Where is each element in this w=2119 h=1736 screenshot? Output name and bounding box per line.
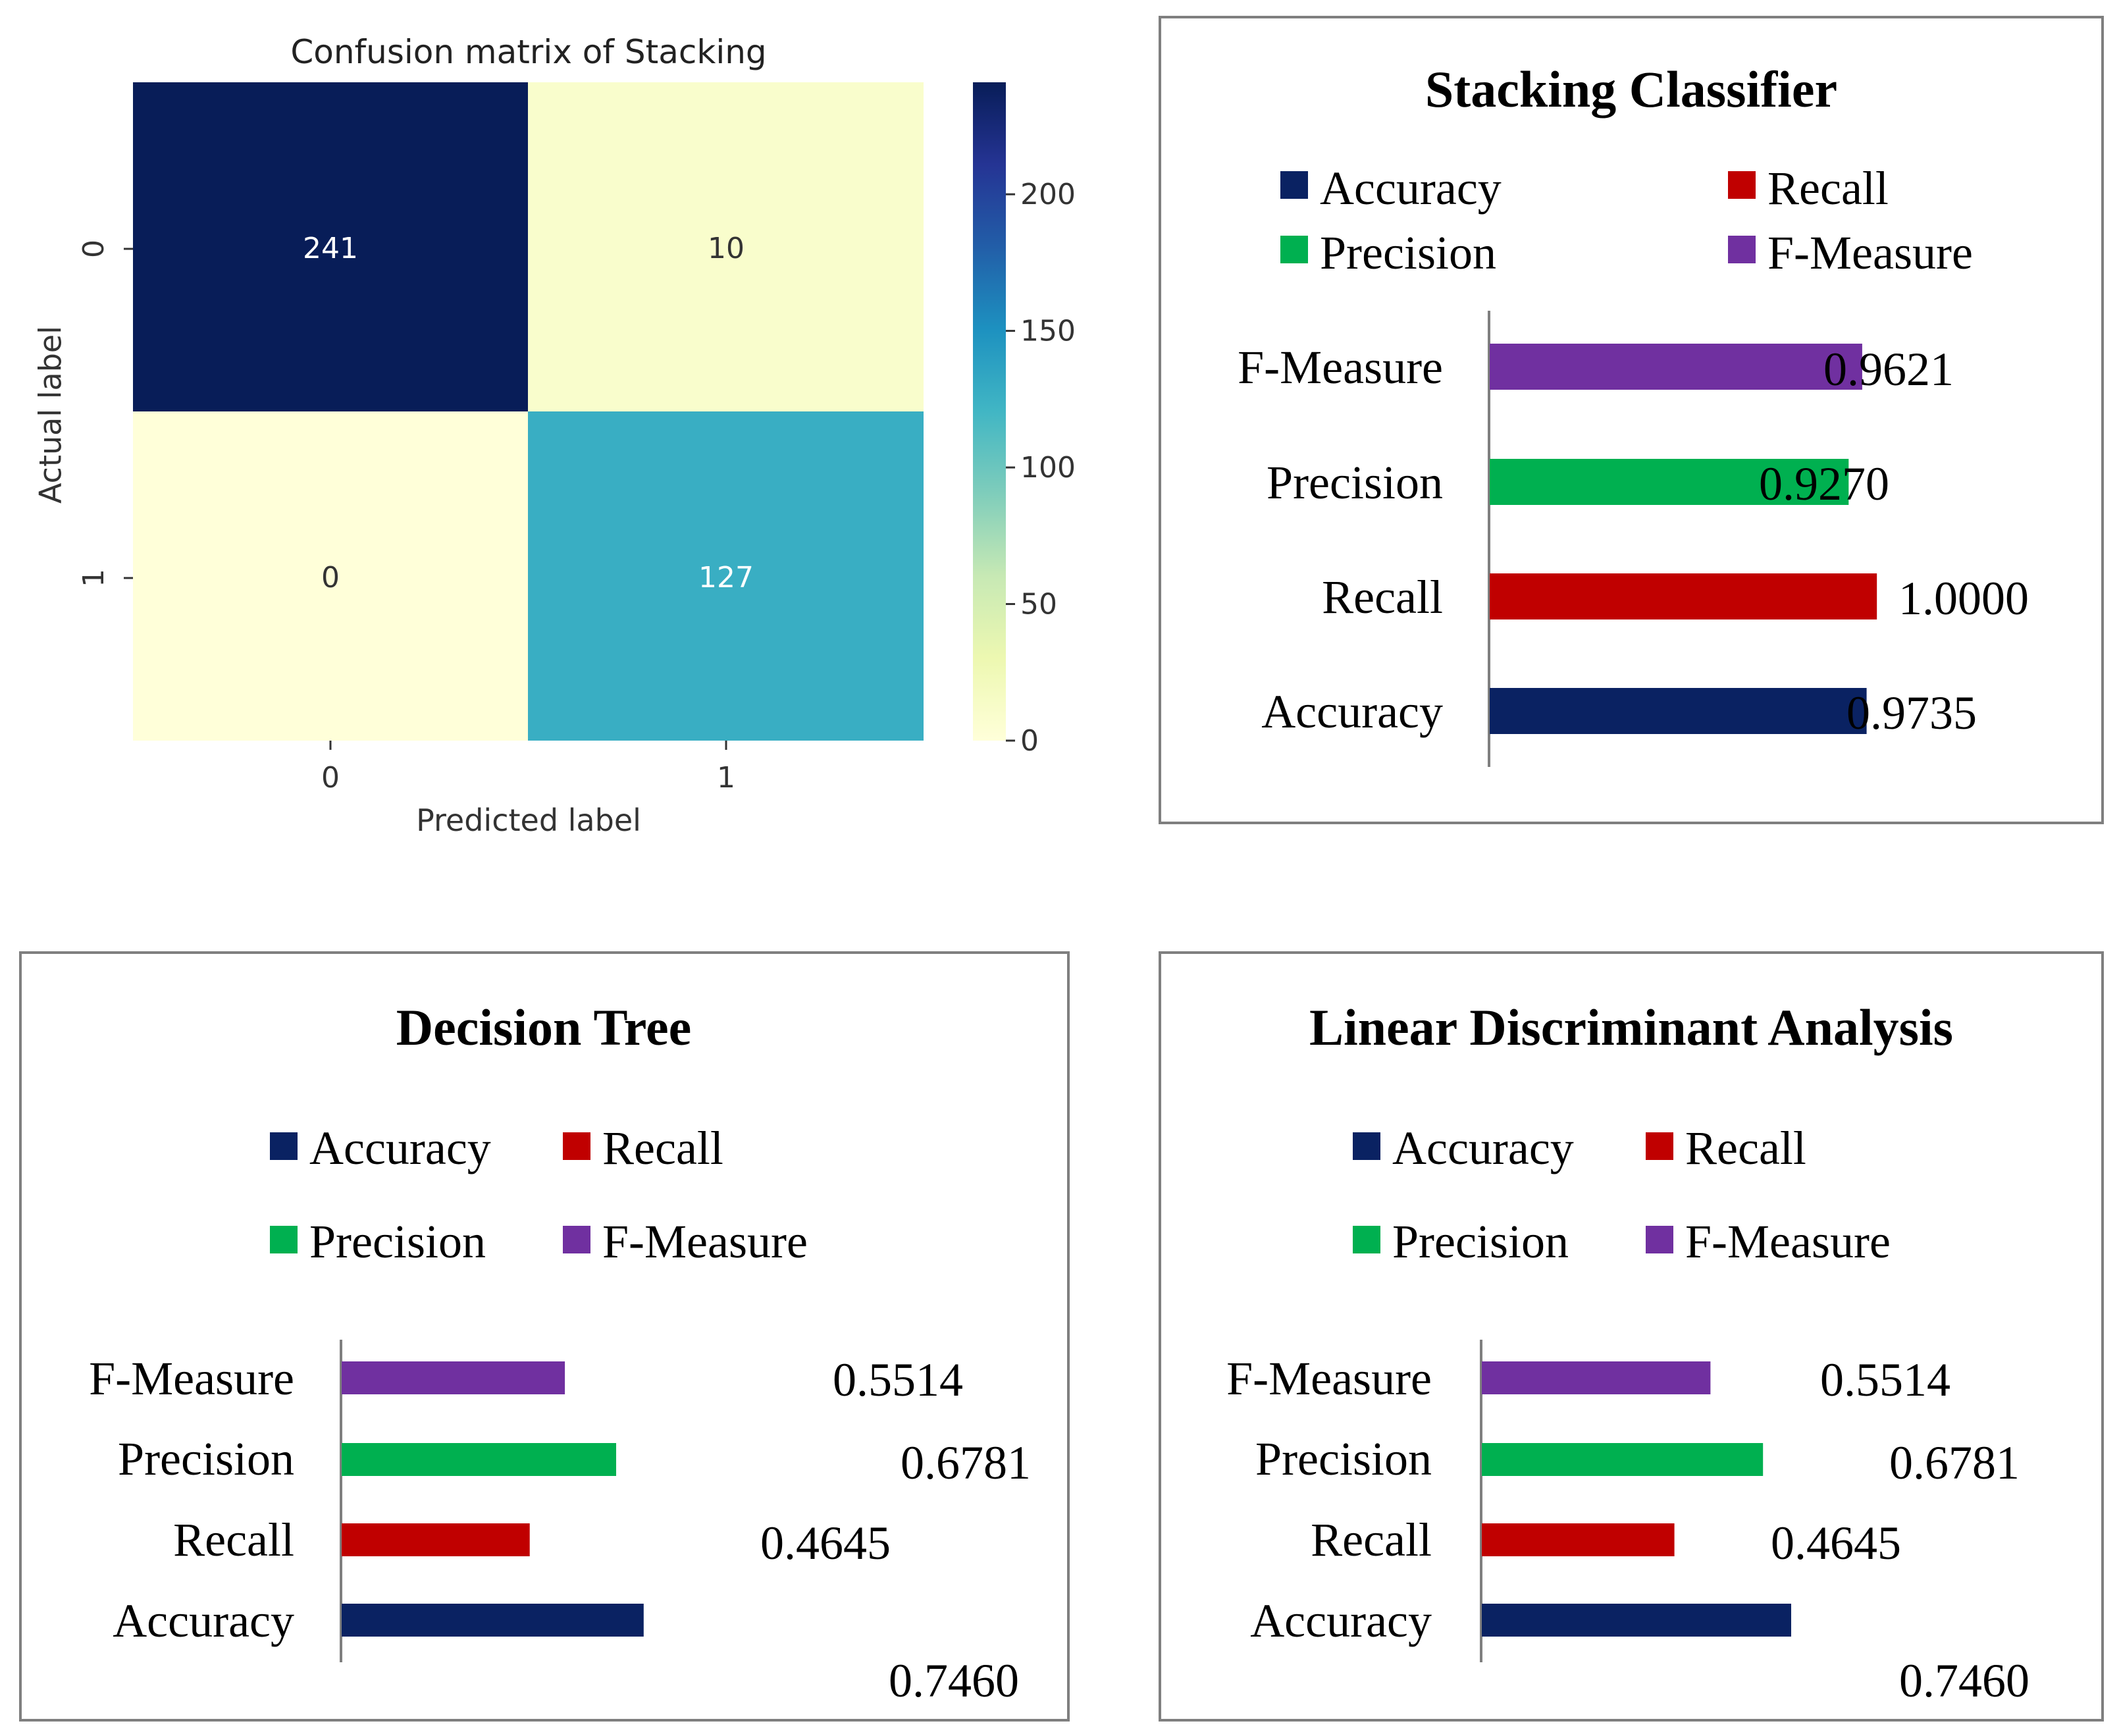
colorbar-ticks: 0 50 100 150 200: [1006, 178, 1076, 758]
heatmap-title: Confusion matrix of Stacking: [290, 33, 766, 71]
category-label-accuracy: Accuracy: [1261, 685, 1443, 738]
bar-fmeasure: [342, 1361, 565, 1394]
legend-swatch-precision: [270, 1226, 298, 1253]
heatmap-cell-1-1: [528, 411, 924, 741]
colorbar-tick-label: 200: [1020, 178, 1076, 211]
colorbar-tick-label: 100: [1020, 451, 1076, 485]
y-axis-label: Actual label: [33, 326, 68, 504]
bar-recall: [1490, 573, 1877, 619]
bar-accuracy: [342, 1604, 644, 1637]
legend-label-accuracy: Accuracy: [1392, 1122, 1574, 1174]
x-tick-label-1: 1: [717, 761, 735, 795]
value-label-precision: 0.9270: [1759, 458, 1889, 510]
y-tick-label-0: 0: [77, 240, 111, 258]
heatmap-cell-0-1: [528, 82, 924, 411]
value-label-fmeasure: 0.5514: [1820, 1354, 1950, 1406]
legend-swatch-precision: [1280, 236, 1308, 263]
value-label-fmeasure: 0.9621: [1823, 343, 1954, 396]
x-axis-label: Predicted label: [416, 802, 641, 838]
category-label-fmeasure: F-Measure: [1238, 341, 1443, 394]
legend-label-recall: Recall: [1767, 162, 1889, 215]
bar-precision: [342, 1443, 616, 1476]
lda-panel: Linear Discriminant Analysis Accuracy Re…: [1159, 951, 2104, 1722]
value-label-precision: 0.6781: [901, 1436, 1031, 1489]
value-label-accuracy: 0.7460: [889, 1654, 1019, 1707]
colorbar-tick-label: 50: [1020, 588, 1057, 621]
x-tick-label-0: 0: [321, 761, 340, 795]
legend-label-precision: Precision: [1392, 1215, 1569, 1268]
legend-swatch-fmeasure: [563, 1226, 590, 1253]
legend-swatch-recall: [563, 1132, 590, 1160]
legend-label-fmeasure: F-Measure: [602, 1215, 808, 1268]
heatmap-value-1-0: 0: [321, 561, 340, 594]
bar-fmeasure: [1490, 344, 1862, 390]
panel-border: [1159, 16, 2104, 824]
value-label-accuracy: 0.9735: [1846, 687, 1977, 739]
legend-label-recall: Recall: [1685, 1122, 1806, 1174]
heatmap-cell-0-0: [133, 82, 528, 411]
panel-border: [19, 951, 1070, 1722]
value-label-fmeasure: 0.5514: [833, 1354, 963, 1406]
legend-label-recall: Recall: [602, 1122, 723, 1174]
panel-border: [1159, 951, 2104, 1722]
category-label-accuracy: Accuracy: [1250, 1594, 1432, 1647]
heatmap-cell-1-0: [133, 411, 528, 741]
colorbar: [973, 82, 1006, 741]
bar-accuracy: [1490, 688, 1867, 734]
heatmap-value-0-0: 241: [303, 232, 358, 265]
legend-label-fmeasure: F-Measure: [1685, 1215, 1891, 1268]
legend-swatch-fmeasure: [1728, 236, 1756, 263]
panel-title: Linear Discriminant Analysis: [1309, 999, 1953, 1056]
colorbar-tick-label: 0: [1020, 724, 1039, 758]
category-label-precision: Precision: [118, 1433, 294, 1485]
colorbar-tick-label: 150: [1020, 315, 1076, 348]
legend-label-precision: Precision: [309, 1215, 486, 1268]
legend-label-accuracy: Accuracy: [309, 1122, 491, 1174]
panel-title: Stacking Classifier: [1425, 61, 1837, 118]
legend-swatch-recall: [1728, 171, 1756, 199]
bar-precision: [1482, 1443, 1764, 1476]
category-label-fmeasure: F-Measure: [1226, 1352, 1432, 1405]
heatmap-value-0-1: 10: [708, 232, 745, 265]
bar-fmeasure: [1482, 1361, 1711, 1394]
category-label-recall: Recall: [1311, 1513, 1432, 1566]
category-label-fmeasure: F-Measure: [89, 1352, 294, 1405]
value-label-recall: 1.0000: [1898, 572, 2029, 625]
stacking-classifier-panel: Stacking Classifier Accuracy Recall Prec…: [1159, 16, 2104, 824]
panel-title: Decision Tree: [396, 999, 691, 1056]
category-label-accuracy: Accuracy: [113, 1594, 294, 1647]
category-label-precision: Precision: [1255, 1433, 1432, 1485]
legend-swatch-accuracy: [1280, 171, 1308, 199]
legend-swatch-precision: [1353, 1226, 1380, 1253]
category-label-recall: Recall: [173, 1513, 294, 1566]
value-label-recall: 0.4645: [760, 1517, 891, 1569]
bar-recall: [1482, 1523, 1675, 1556]
value-label-accuracy: 0.7460: [1899, 1654, 2029, 1707]
bar-precision: [1490, 459, 1849, 505]
bar-recall: [342, 1523, 530, 1556]
decision-tree-panel: Decision Tree Accuracy Recall Precision …: [19, 951, 1070, 1722]
confusion-matrix-heatmap: Confusion matrix of Stacking 241 10 0 12…: [33, 33, 1076, 838]
legend-swatch-accuracy: [1353, 1132, 1380, 1160]
category-label-recall: Recall: [1322, 571, 1443, 623]
legend-swatch-fmeasure: [1646, 1226, 1673, 1253]
legend-swatch-recall: [1646, 1132, 1673, 1160]
heatmap-value-1-1: 127: [698, 561, 754, 594]
legend-label-fmeasure: F-Measure: [1767, 226, 1973, 279]
bar-accuracy: [1482, 1604, 1791, 1637]
value-label-precision: 0.6781: [1889, 1436, 2020, 1489]
legend-label-precision: Precision: [1320, 226, 1496, 279]
category-label-precision: Precision: [1267, 456, 1443, 509]
y-tick-label-1: 1: [77, 569, 111, 587]
legend-swatch-accuracy: [270, 1132, 298, 1160]
legend-label-accuracy: Accuracy: [1320, 162, 1502, 215]
value-label-recall: 0.4645: [1771, 1517, 1901, 1569]
